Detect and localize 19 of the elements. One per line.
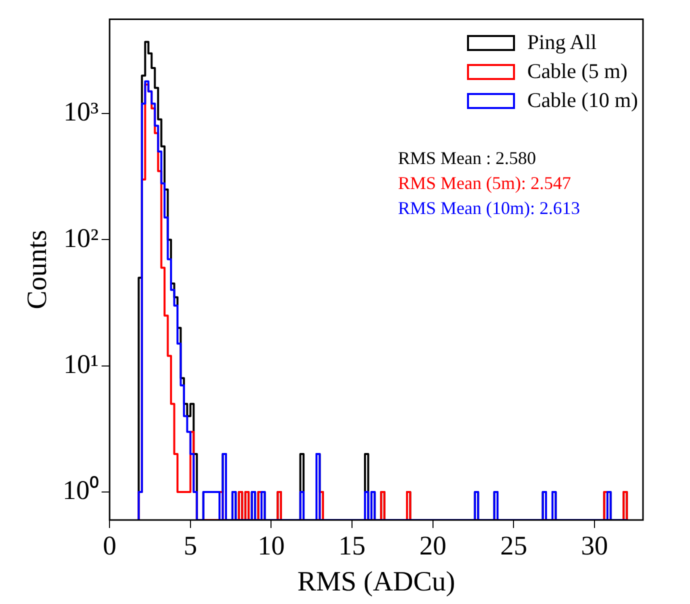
y-tick-label: 10⁰ xyxy=(62,475,99,506)
annotation: RMS Mean : 2.580 xyxy=(398,147,538,170)
x-tick-label: 20 xyxy=(419,530,446,560)
x-tick-label: 10 xyxy=(258,530,285,560)
x-tick-label: 15 xyxy=(338,530,366,560)
y-tick-label: 10³ xyxy=(63,96,99,127)
legend-label: Ping All xyxy=(527,30,597,55)
y-tick-label: 10² xyxy=(63,222,99,253)
x-tick-label: 5 xyxy=(184,530,198,560)
annotation: RMS Mean (10m): 2.613 xyxy=(398,197,580,220)
x-tick-label: 0 xyxy=(102,530,116,560)
y-tick-label: 10¹ xyxy=(63,348,99,379)
x-tick-label: 25 xyxy=(500,530,528,560)
legend-label: Cable (10 m) xyxy=(527,88,638,113)
annotation: RMS Mean (5m): 2.547 xyxy=(398,172,572,195)
legend-label: Cable (5 m) xyxy=(527,59,628,84)
y-axis-title: Counts xyxy=(22,230,54,310)
x-tick-label: 30 xyxy=(581,530,608,560)
x-axis-title: RMS (ADCu) xyxy=(297,566,456,598)
